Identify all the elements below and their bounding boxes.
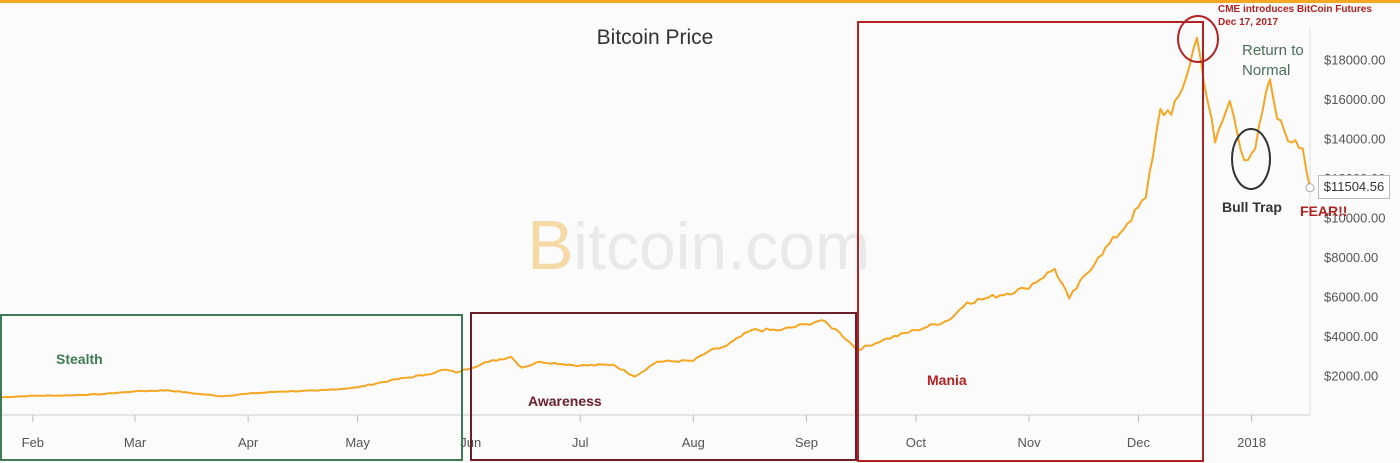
awareness-label: Awareness bbox=[528, 393, 602, 409]
x-tick-label: Aug bbox=[682, 435, 705, 450]
y-tick-label: $2000.00 bbox=[1324, 369, 1378, 384]
x-tick-label: Apr bbox=[238, 435, 259, 450]
current-price-marker bbox=[1305, 183, 1315, 193]
top-accent-strip bbox=[0, 0, 1400, 3]
cme-futures-label: CME introduces BitCoin Futures bbox=[1218, 4, 1372, 15]
stealth-label: Stealth bbox=[56, 351, 103, 367]
watermark-b: B bbox=[527, 206, 574, 284]
mania-phase-box bbox=[857, 21, 1204, 462]
y-tick-label: $14000.00 bbox=[1324, 132, 1385, 147]
awareness-phase-box bbox=[470, 312, 857, 461]
y-tick-label: $6000.00 bbox=[1324, 290, 1378, 305]
x-tick-label: Sep bbox=[795, 435, 818, 450]
price-series-line bbox=[0, 36, 1311, 399]
peak-circle bbox=[1177, 15, 1219, 63]
bull-trap-label: Bull Trap bbox=[1222, 199, 1282, 215]
x-tick-label: Jul bbox=[572, 435, 589, 450]
x-tick-label: Nov bbox=[1017, 435, 1041, 450]
y-tick-label: $18000.00 bbox=[1324, 53, 1385, 68]
cme-futures-date-label: Dec 17, 2017 bbox=[1218, 17, 1279, 28]
chart-title: Bitcoin Price bbox=[597, 26, 714, 49]
mania-label: Mania bbox=[927, 372, 967, 388]
y-tick-label: $8000.00 bbox=[1324, 250, 1378, 265]
bull-trap-circle bbox=[1231, 128, 1271, 190]
x-tick-label: 2018 bbox=[1237, 435, 1266, 450]
x-tick-label: Oct bbox=[906, 435, 927, 450]
y-tick-label: $4000.00 bbox=[1324, 329, 1378, 344]
y-tick-label: $10000.00 bbox=[1324, 211, 1385, 226]
fear-label: FEAR!! bbox=[1300, 203, 1348, 219]
return-to-normal-label-line2: Normal bbox=[1242, 62, 1291, 79]
x-tick-label: May bbox=[345, 435, 370, 450]
y-tick-label: $16000.00 bbox=[1324, 92, 1385, 107]
stealth-phase-box bbox=[0, 314, 463, 461]
return-to-normal-label: Return to bbox=[1242, 42, 1304, 59]
x-tick-label: Dec bbox=[1127, 435, 1151, 450]
x-tick-label: Feb bbox=[22, 435, 44, 450]
watermark-text: itcoin.com bbox=[573, 209, 870, 283]
current-price-badge: $11504.56 bbox=[1318, 175, 1390, 199]
x-tick-label: Mar bbox=[124, 435, 147, 450]
